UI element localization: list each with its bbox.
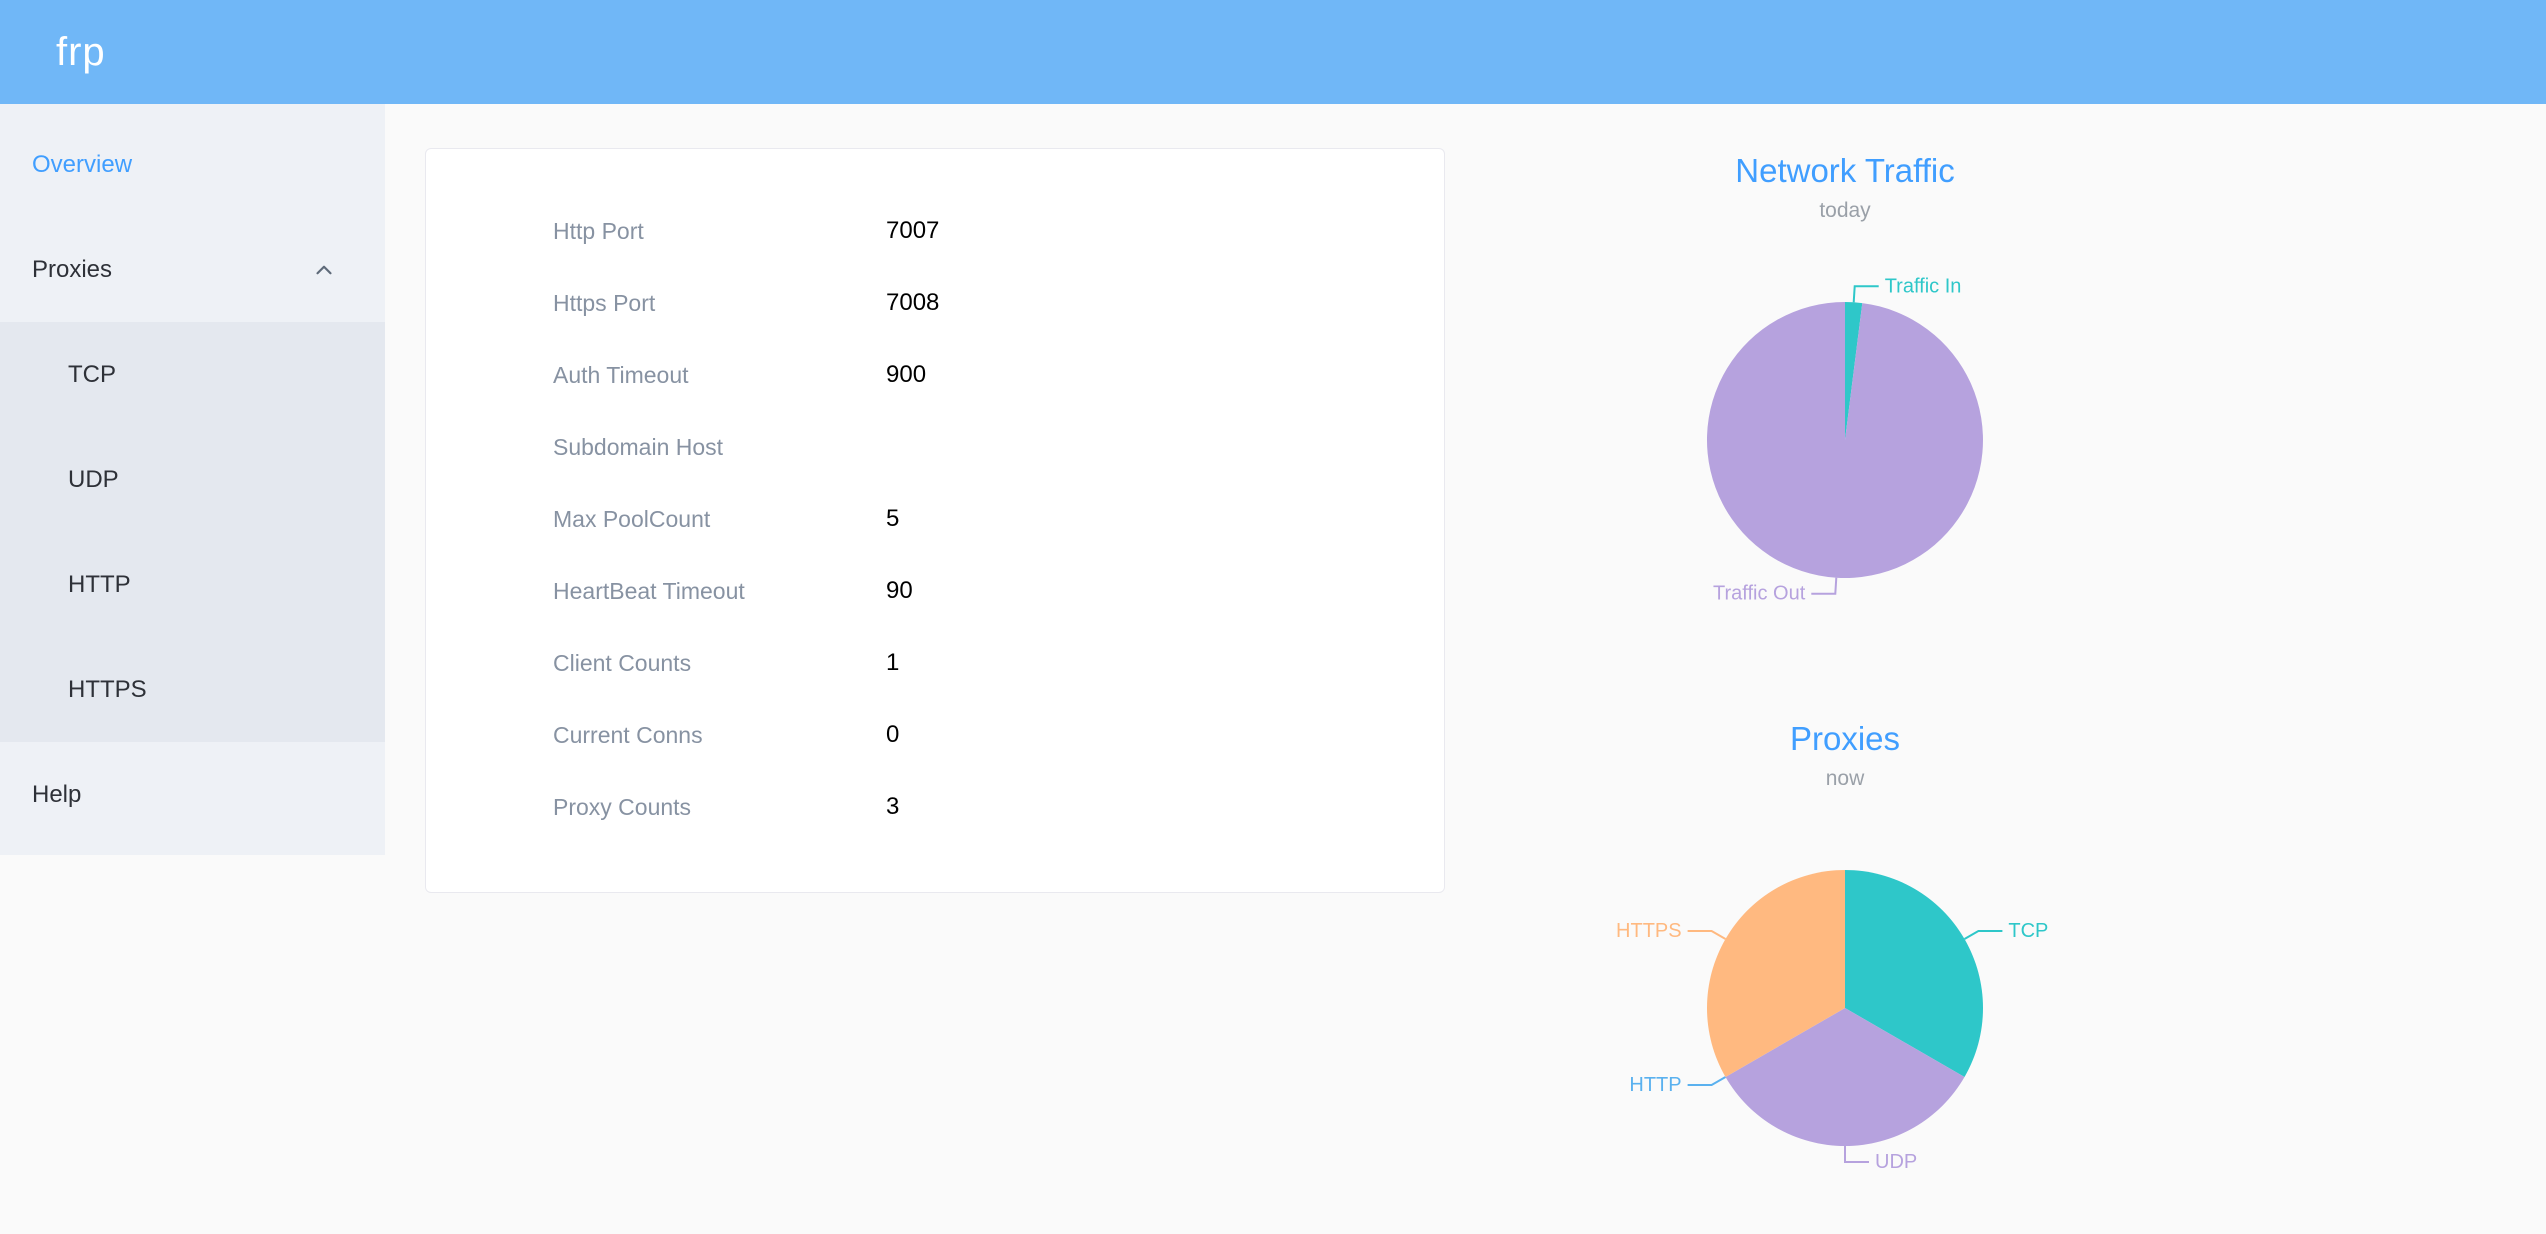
pie-slice-https[interactable]: [1707, 870, 1845, 1077]
sidebar-item-label: Proxies: [32, 255, 113, 283]
info-value: 3: [886, 793, 900, 820]
sidebar-item-help[interactable]: Help: [0, 742, 385, 847]
sidebar-item-udp[interactable]: UDP: [0, 427, 385, 532]
sidebar-item-http[interactable]: HTTP: [0, 532, 385, 637]
info-label: Proxy Counts: [553, 793, 692, 820]
pie-label: HTTPS: [1616, 920, 1682, 942]
sidebar: Overview Proxies TCP UDP HTTP HTTPS Help: [0, 104, 385, 855]
pie-label-line: [1844, 1146, 1869, 1163]
info-value: 7007: [886, 217, 940, 244]
chart-title: Proxies: [1789, 720, 1901, 757]
table-row: Https Port 7008: [426, 267, 1444, 339]
pie-slice-traffic-out[interactable]: [1706, 302, 1983, 578]
pie-label: Traffic Out: [1713, 583, 1806, 605]
table-row: Client Counts 1: [426, 627, 1444, 699]
table-row: Auth Timeout 900: [426, 339, 1444, 411]
info-label: Auth Timeout: [553, 361, 689, 388]
info-value: 1: [886, 649, 900, 676]
sidebar-item-label: UDP: [68, 465, 119, 493]
pie-label-line: [1964, 930, 2003, 940]
pie-label: HTTP: [1629, 1074, 1681, 1096]
pie-slice-udp[interactable]: [1725, 1008, 1965, 1146]
sidebar-item-https[interactable]: HTTPS: [0, 637, 385, 742]
info-label: Client Counts: [553, 649, 692, 676]
table-row: Proxy Counts 3: [426, 771, 1444, 843]
chart-subtitle: now: [1825, 767, 1865, 790]
info-value: 7008: [886, 289, 940, 316]
info-label: Http Port: [553, 217, 644, 244]
sidebar-item-label: Overview: [32, 150, 133, 178]
info-value: 90: [886, 577, 913, 604]
proxies-pie: TCP UDP HTTP HTTPS: [1616, 870, 2048, 1173]
app-logo: frp: [56, 30, 106, 74]
network-traffic-chart: Network Traffic today Traffic In Traffic …: [1465, 150, 2225, 630]
table-row: Max PoolCount 5: [426, 483, 1444, 555]
network-traffic-pie: Traffic In Traffic Out: [1706, 275, 1983, 605]
proxies-chart: Proxies now TCP UDP HTTP HTTPS: [1465, 718, 2225, 1198]
pie-label-line: [1687, 1076, 1726, 1086]
sidebar-item-label: HTTP: [68, 570, 131, 598]
info-label: HeartBeat Timeout: [553, 577, 745, 604]
pie-label: UDP: [1875, 1151, 1917, 1173]
table-row: Http Port 7007: [426, 195, 1444, 267]
table-row: HeartBeat Timeout 90: [426, 555, 1444, 627]
charts-column: Network Traffic today Traffic In Traffic …: [1465, 0, 2225, 1198]
sidebar-item-tcp[interactable]: TCP: [0, 322, 385, 427]
info-label: Current Conns: [553, 721, 703, 748]
chart-title: Network Traffic: [1735, 152, 1955, 189]
info-value: 900: [886, 361, 927, 388]
sidebar-item-proxies[interactable]: Proxies: [0, 217, 385, 322]
pie-slice-traffic-in[interactable]: [1845, 302, 1863, 440]
header: frp: [0, 0, 2546, 104]
pie-label: TCP: [2008, 920, 2048, 942]
proxies-submenu: TCP UDP HTTP HTTPS: [0, 322, 385, 742]
pie-slice-tcp[interactable]: [1845, 870, 1983, 1077]
info-value: 0: [886, 721, 900, 748]
pie-label-line: [1852, 285, 1879, 303]
server-info-card: Http Port 7007 Https Port 7008 Auth Time…: [425, 148, 1445, 893]
info-label: Https Port: [553, 289, 656, 316]
info-label: Subdomain Host: [553, 433, 724, 460]
sidebar-item-label: HTTPS: [68, 675, 147, 703]
table-row: Current Conns 0: [426, 699, 1444, 771]
sidebar-item-label: Help: [32, 780, 82, 808]
chevron-up-icon[interactable]: [311, 257, 337, 283]
pie-label-line: [1811, 577, 1838, 595]
table-row: Subdomain Host: [426, 411, 1444, 483]
info-label: Max PoolCount: [553, 505, 711, 532]
chart-subtitle: today: [1819, 199, 1871, 222]
pie-label: Traffic In: [1885, 275, 1962, 297]
sidebar-item-label: TCP: [68, 360, 116, 388]
pie-label-line: [1687, 930, 1726, 940]
sidebar-item-overview[interactable]: Overview: [0, 112, 385, 217]
info-value: 5: [886, 505, 900, 532]
